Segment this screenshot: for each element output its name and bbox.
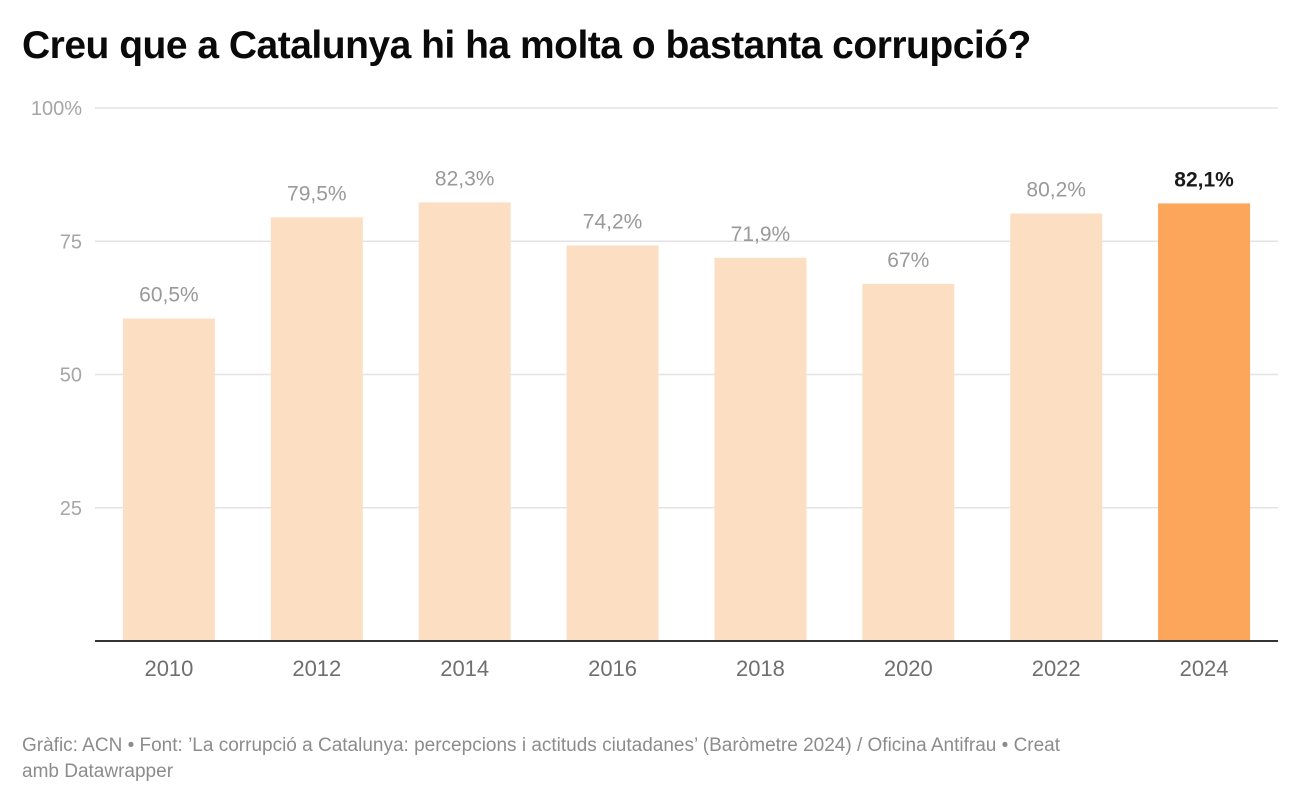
value-label-2014: 82,3%	[435, 167, 495, 190]
y-tick-label: 75	[60, 231, 82, 253]
x-tick-label-2024: 2024	[1180, 656, 1229, 681]
value-label-2016: 74,2%	[583, 211, 643, 234]
bar-2014	[418, 202, 511, 641]
source-credit: Gràfic: ACN • Font: ’La corrupció a Cata…	[22, 735, 1061, 756]
bars	[122, 202, 1251, 642]
chart-title: Creu que a Catalunya hi ha molta o basta…	[22, 24, 1031, 67]
value-label-2020: 67%	[887, 249, 929, 272]
tool-credit: amb Datawrapper	[22, 761, 174, 782]
y-tick-label: 100%	[31, 98, 82, 120]
value-label-2010: 60,5%	[139, 284, 199, 307]
x-tick-label-2022: 2022	[1032, 656, 1081, 681]
x-axis-tick-labels: 2010 2012 2014 2016 2018 2020 2022 2024	[144, 656, 1228, 681]
x-tick-label-2016: 2016	[588, 656, 637, 681]
x-tick-label-2010: 2010	[144, 656, 193, 681]
bar-2022	[1010, 213, 1103, 641]
x-tick-label-2014: 2014	[440, 656, 489, 681]
bar-2018	[714, 257, 807, 641]
value-label-2024: 82,1%	[1174, 168, 1234, 191]
value-labels: 60,5% 79,5% 82,3% 74,2% 71,9% 67% 80,2% 82,1%	[139, 167, 1234, 306]
x-tick-label-2018: 2018	[736, 656, 785, 681]
x-tick-label-2020: 2020	[884, 656, 933, 681]
y-axis-tick-labels: 25 50 75 100%	[31, 98, 82, 520]
bar-2020	[862, 283, 955, 641]
bar-2024	[1158, 203, 1251, 642]
chart-footer: Gràfic: ACN • Font: ’La corrupció a Cata…	[22, 733, 1287, 785]
bar-chart: 25 50 75 100% 60,5% 79,5% 82,3% 74,2% 71,9% 67% 8…	[31, 98, 1278, 681]
value-label-2022: 80,2%	[1026, 179, 1086, 202]
bar-2010	[122, 318, 215, 641]
y-tick-label: 25	[60, 498, 82, 520]
x-tick-label-2012: 2012	[292, 656, 341, 681]
y-tick-label: 50	[60, 365, 82, 387]
value-label-2018: 71,9%	[731, 223, 791, 246]
bar-2012	[270, 217, 363, 641]
value-label-2012: 79,5%	[287, 182, 347, 205]
bar-2016	[566, 245, 659, 641]
